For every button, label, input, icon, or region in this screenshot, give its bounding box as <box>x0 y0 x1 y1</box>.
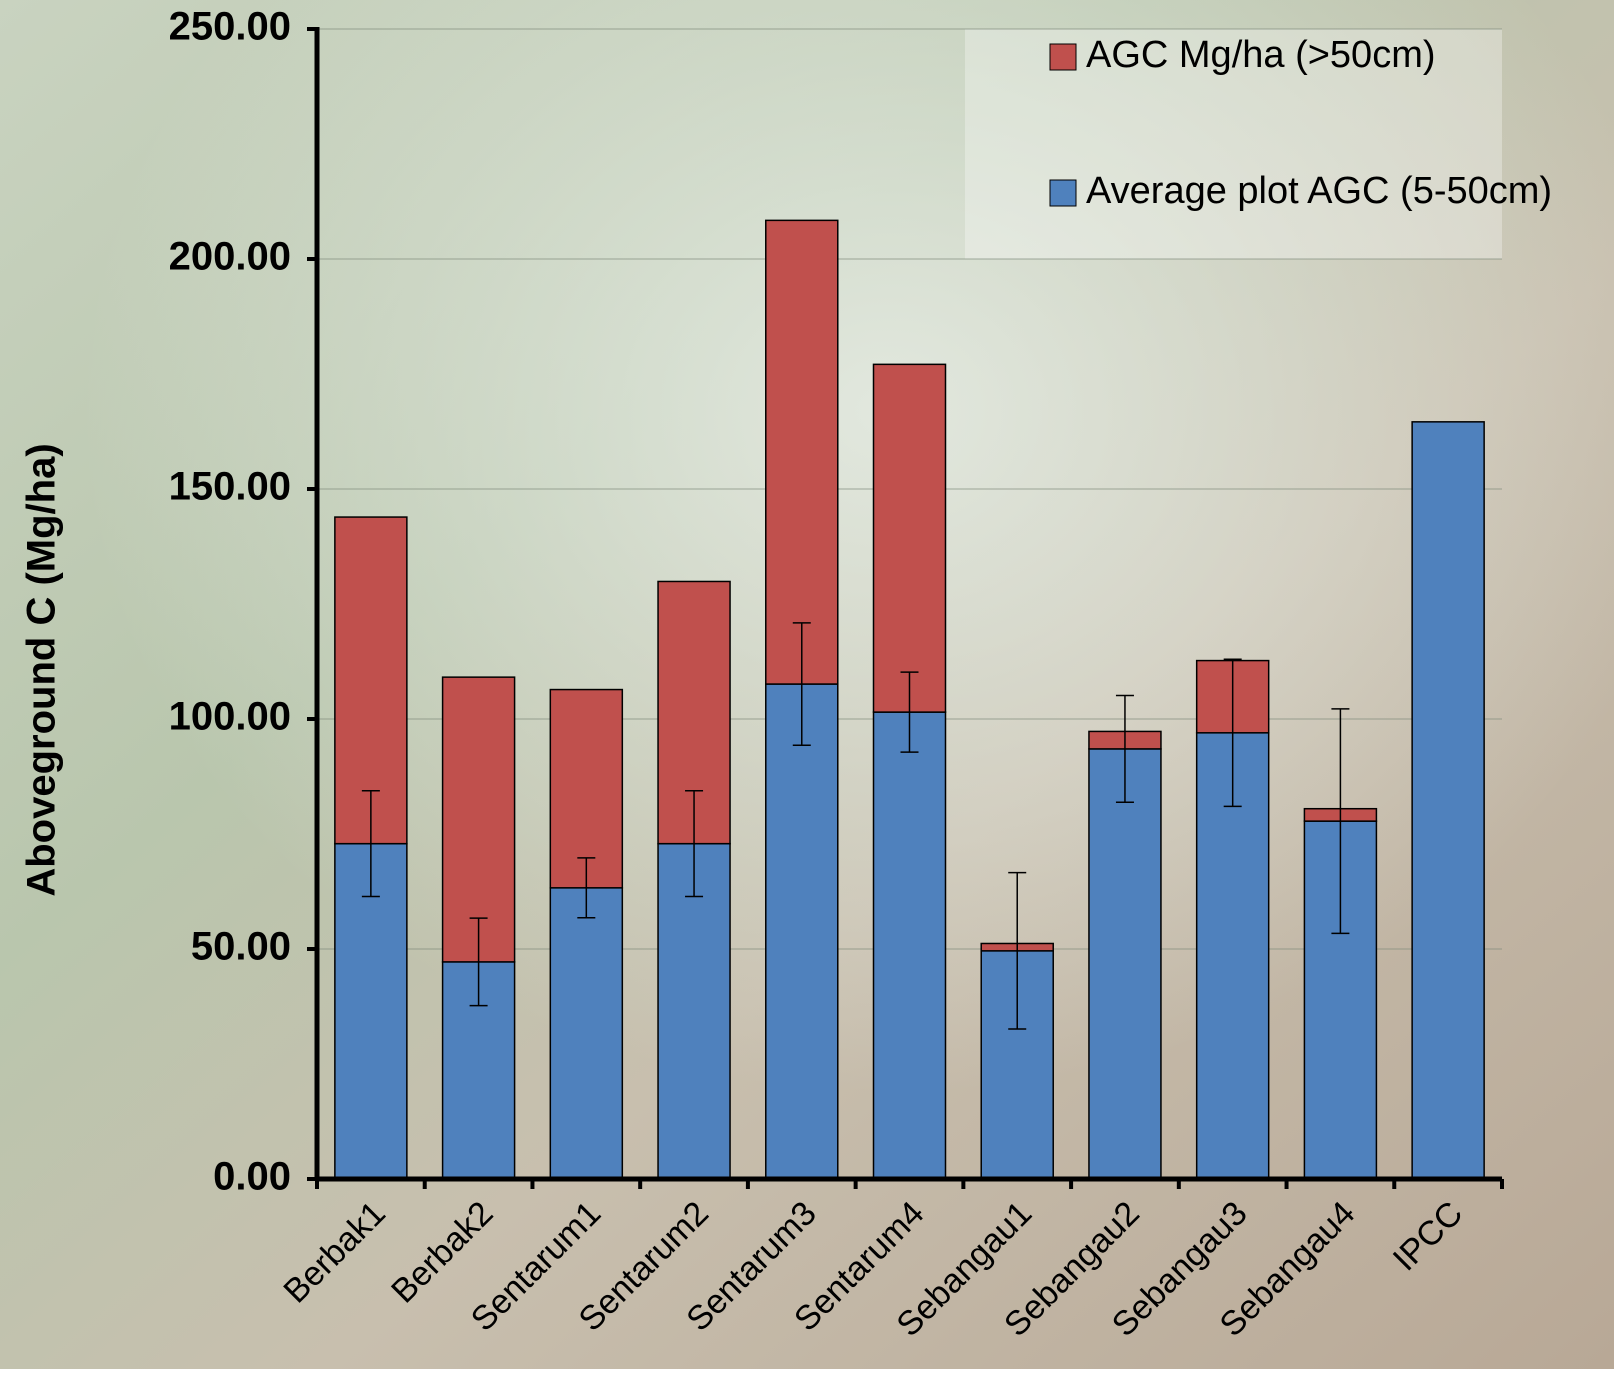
y-tick-label: 0.00 <box>213 1155 291 1199</box>
y-axis-title: Aboveground C (Mg/ha) <box>20 443 64 896</box>
bar-segment <box>1412 422 1484 1179</box>
y-tick-label: 100.00 <box>169 695 291 739</box>
bar-segment <box>874 712 946 1179</box>
bar-segment <box>874 364 946 712</box>
y-tick-label: 50.00 <box>191 925 291 969</box>
y-tick-label: 250.00 <box>169 5 291 49</box>
bar-segment <box>550 888 622 1179</box>
bar-segment <box>1089 749 1161 1179</box>
legend-swatch <box>1050 44 1076 70</box>
legend-swatch <box>1050 180 1076 206</box>
y-tick-label: 150.00 <box>169 465 291 509</box>
bar-segment <box>766 684 838 1179</box>
chart: Aboveground C (Mg/ha) AGC Mg/ha (>50cm) A… <box>0 0 1614 1369</box>
bar-segment <box>766 220 838 684</box>
legend-label: Average plot AGC (5-50cm) <box>1086 170 1552 212</box>
legend-label: AGC Mg/ha (>50cm) <box>1086 34 1436 76</box>
y-tick-label: 200.00 <box>169 235 291 279</box>
